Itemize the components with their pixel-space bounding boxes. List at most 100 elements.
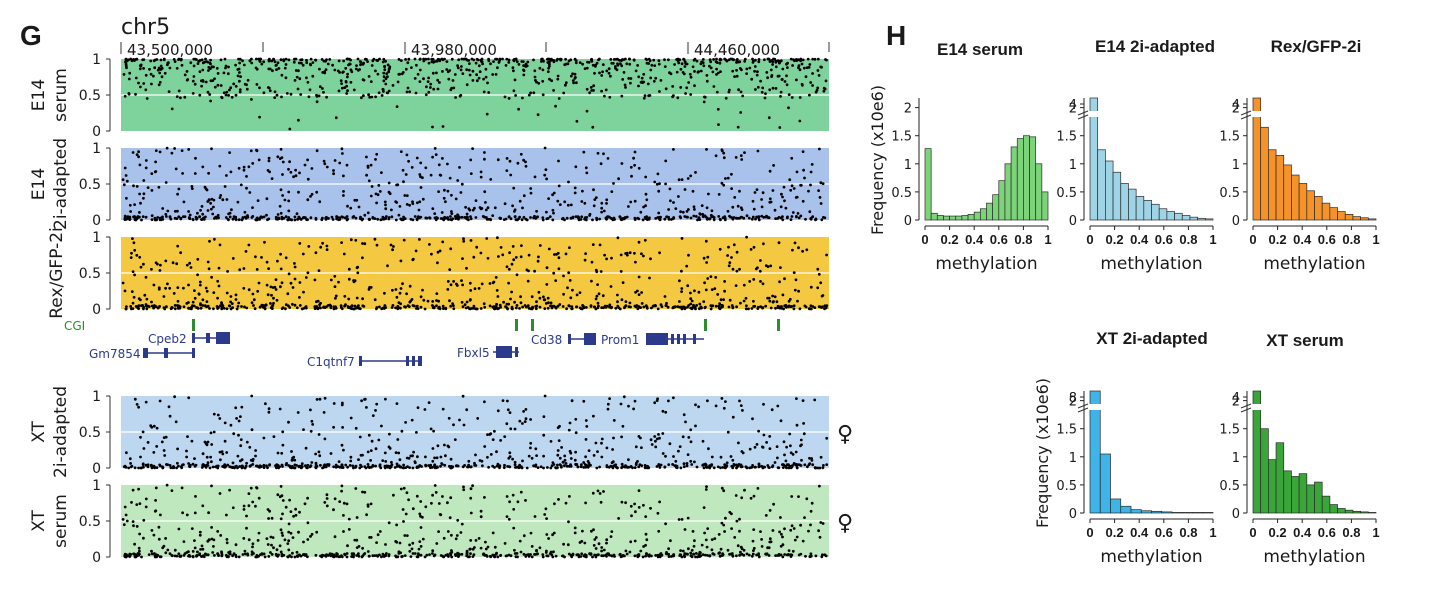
y-tick-label: 0 — [92, 461, 101, 477]
methylation-point — [353, 198, 357, 202]
methylation-point — [380, 555, 383, 559]
methylation-point — [715, 67, 718, 71]
methylation-point — [206, 464, 210, 467]
track-e14-serum: 1 0.5 0 E14 serum — [29, 52, 829, 140]
methylation-point — [350, 304, 354, 308]
methylation-point — [134, 57, 138, 61]
methylation-point — [246, 78, 250, 82]
methylation-point — [152, 74, 155, 78]
methylation-point — [340, 484, 344, 488]
y-tick-label: 0.5 — [891, 186, 912, 201]
methylation-point — [286, 555, 290, 559]
methylation-point — [805, 497, 809, 501]
methylation-point — [216, 413, 220, 417]
methylation-point — [625, 62, 629, 66]
methylation-point — [740, 215, 744, 219]
methylation-point — [318, 85, 322, 89]
histogram-bar — [1360, 511, 1369, 514]
methylation-point — [558, 303, 562, 306]
methylation-point — [384, 203, 387, 207]
methylation-point — [394, 288, 398, 291]
methylation-point — [757, 555, 761, 559]
y-tick-label: 8 — [1069, 391, 1077, 406]
methylation-point — [224, 93, 228, 97]
methylation-point — [238, 79, 241, 83]
methylation-point — [364, 57, 367, 61]
methylation-point — [248, 445, 252, 449]
methylation-point — [415, 465, 419, 469]
methylation-point — [683, 555, 687, 559]
methylation-point — [475, 245, 479, 249]
methylation-point — [504, 217, 508, 221]
methylation-point — [172, 58, 176, 61]
methylation-point — [310, 192, 314, 196]
methylation-point — [714, 276, 718, 279]
methylation-point — [529, 187, 533, 190]
methylation-point — [518, 199, 522, 203]
methylation-point — [818, 147, 821, 151]
methylation-point — [781, 218, 785, 222]
methylation-point — [473, 461, 476, 465]
methylation-point — [335, 465, 339, 469]
methylation-point — [287, 548, 291, 552]
methylation-point — [263, 555, 267, 559]
methylation-point — [173, 304, 177, 307]
methylation-point — [431, 155, 434, 159]
methylation-point — [552, 191, 556, 195]
methylation-point — [216, 279, 220, 283]
methylation-point — [543, 307, 547, 310]
methylation-point — [679, 216, 683, 220]
methylation-point — [544, 507, 548, 511]
methylation-point — [778, 61, 781, 64]
methylation-point — [361, 78, 365, 81]
methylation-point — [346, 75, 349, 79]
methylation-point — [243, 305, 246, 309]
methylation-point — [278, 157, 282, 161]
methylation-point — [680, 290, 683, 293]
methylation-point — [622, 58, 626, 61]
methylation-point — [158, 80, 162, 84]
x-tick-label: 0 — [1249, 525, 1256, 540]
histogram-title: XT 2i-adapted — [1096, 329, 1207, 348]
methylation-point — [404, 173, 408, 176]
methylation-point — [399, 287, 403, 290]
methylation-point — [552, 531, 556, 535]
methylation-point — [768, 88, 772, 92]
methylation-point — [297, 61, 301, 65]
histogram-bar — [1337, 211, 1346, 221]
methylation-point — [691, 530, 695, 533]
methylation-point — [193, 172, 197, 175]
methylation-point — [264, 304, 267, 307]
methylation-point — [780, 532, 783, 536]
methylation-point — [206, 260, 210, 264]
methylation-point — [138, 163, 142, 167]
methylation-point — [443, 463, 447, 467]
methylation-point — [146, 186, 150, 190]
methylation-point — [154, 160, 158, 164]
methylation-point — [340, 82, 343, 85]
methylation-point — [690, 463, 694, 466]
methylation-point — [474, 539, 478, 542]
methylation-point — [375, 243, 379, 247]
methylation-point — [616, 300, 619, 304]
methylation-point — [765, 441, 768, 444]
methylation-point — [239, 415, 242, 418]
methylation-point — [178, 555, 182, 558]
methylation-point — [235, 307, 239, 311]
methylation-point — [366, 550, 370, 553]
methylation-point — [628, 251, 632, 255]
methylation-point — [496, 66, 499, 70]
methylation-point — [456, 216, 460, 220]
methylation-point — [168, 464, 172, 467]
methylation-point — [458, 94, 462, 98]
methylation-point — [279, 252, 282, 256]
methylation-point — [411, 202, 415, 206]
track-label-line1: E14 — [29, 79, 49, 111]
methylation-point — [732, 58, 736, 61]
methylation-point — [237, 218, 241, 222]
methylation-point — [367, 217, 371, 221]
methylation-point — [216, 306, 220, 310]
methylation-point — [685, 86, 689, 90]
methylation-point — [198, 70, 202, 74]
axis-break-mark — [1240, 114, 1252, 120]
